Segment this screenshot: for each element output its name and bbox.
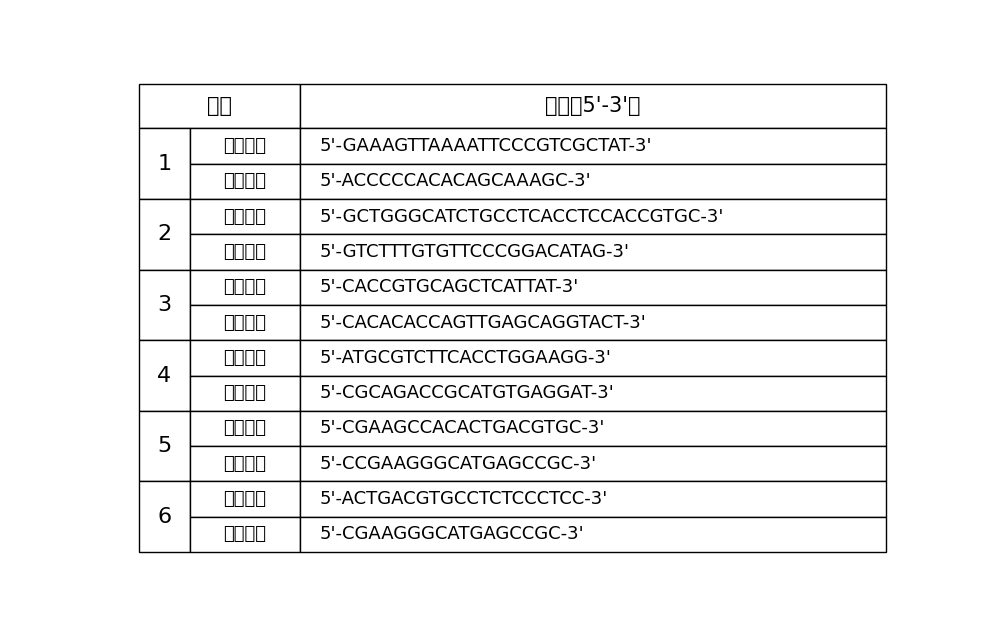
Bar (139, 84, 300, 129)
Text: 上游引物: 上游引物 (224, 208, 267, 226)
Text: 下游引物: 下游引物 (224, 173, 267, 190)
Text: 下游引物: 下游引物 (224, 314, 267, 331)
Bar (190, 129, 300, 164)
Text: 5'-CACACACCAGTTGAGCAGGTACT-3': 5'-CACACACCAGTTGAGCAGGTACT-3' (320, 314, 646, 331)
Text: 5'-CGAAGGGCATGAGCCGC-3': 5'-CGAAGGGCATGAGCCGC-3' (320, 525, 584, 543)
Text: 序列（5'-3'）: 序列（5'-3'） (545, 96, 641, 117)
Bar (300, 164, 886, 199)
Bar (139, 481, 190, 552)
Text: 引物: 引物 (207, 96, 232, 117)
Bar (190, 517, 300, 552)
Bar (300, 234, 886, 270)
Bar (190, 411, 300, 446)
Bar (300, 481, 886, 517)
Text: 5'-CGCAGACCGCATGTGAGGAT-3': 5'-CGCAGACCGCATGTGAGGAT-3' (320, 384, 614, 402)
Bar (139, 199, 190, 270)
Text: 上游引物: 上游引物 (224, 278, 267, 296)
Bar (300, 129, 886, 164)
Text: 上游引物: 上游引物 (224, 420, 267, 437)
Text: 5'-CACCGTGCAGCTCATTAT-3': 5'-CACCGTGCAGCTCATTAT-3' (320, 278, 579, 296)
Text: 下游引物: 下游引物 (224, 384, 267, 402)
Text: 1: 1 (157, 154, 171, 174)
Text: 2: 2 (157, 224, 171, 244)
Bar (190, 270, 300, 305)
Text: 5'-CGAAGCCACACTGACGTGC-3': 5'-CGAAGCCACACTGACGTGC-3' (320, 420, 605, 437)
Text: 下游引物: 下游引物 (224, 525, 267, 543)
Text: 5: 5 (157, 436, 171, 456)
Bar (190, 164, 300, 199)
Bar (300, 270, 886, 305)
Text: 上游引物: 上游引物 (224, 137, 267, 155)
Bar (139, 340, 190, 411)
Text: 4: 4 (157, 365, 171, 386)
Bar (300, 305, 886, 340)
Text: 5'-GTCTTTGTGTTCCCGGACATAG-3': 5'-GTCTTTGTGTTCCCGGACATAG-3' (320, 243, 630, 261)
Bar (190, 340, 300, 375)
Bar (139, 411, 190, 481)
Bar (300, 199, 886, 234)
Bar (190, 446, 300, 481)
Text: 5'-ACCCCCACACAGCAAAGC-3': 5'-ACCCCCACACAGCAAAGC-3' (320, 173, 591, 190)
Bar (300, 84, 886, 129)
Bar (300, 375, 886, 411)
Bar (190, 199, 300, 234)
Text: 上游引物: 上游引物 (224, 349, 267, 367)
Bar (300, 411, 886, 446)
Bar (139, 129, 190, 199)
Bar (300, 517, 886, 552)
Bar (190, 481, 300, 517)
Text: 5'-GCTGGGCATCTGCCTCACCTCCACCGTGC-3': 5'-GCTGGGCATCTGCCTCACCTCCACCGTGC-3' (320, 208, 724, 226)
Text: 6: 6 (157, 507, 171, 527)
Text: 5'-CCGAAGGGCATGAGCCGC-3': 5'-CCGAAGGGCATGAGCCGC-3' (320, 455, 597, 472)
Text: 下游引物: 下游引物 (224, 455, 267, 472)
Text: 5'-GAAAGTTAAAATTCCCGTCGCTAT-3': 5'-GAAAGTTAAAATTCCCGTCGCTAT-3' (320, 137, 652, 155)
Bar (139, 270, 190, 340)
Bar (300, 340, 886, 375)
Text: 5'-ACTGACGTGCCTCTCCCTCC-3': 5'-ACTGACGTGCCTCTCCCTCC-3' (320, 490, 608, 508)
Bar (190, 234, 300, 270)
Text: 上游引物: 上游引物 (224, 490, 267, 508)
Text: 下游引物: 下游引物 (224, 243, 267, 261)
Text: 5'-ATGCGTCTTCACCTGGAAGG-3': 5'-ATGCGTCTTCACCTGGAAGG-3' (320, 349, 612, 367)
Bar (190, 305, 300, 340)
Text: 3: 3 (157, 295, 171, 315)
Bar (190, 375, 300, 411)
Bar (300, 446, 886, 481)
